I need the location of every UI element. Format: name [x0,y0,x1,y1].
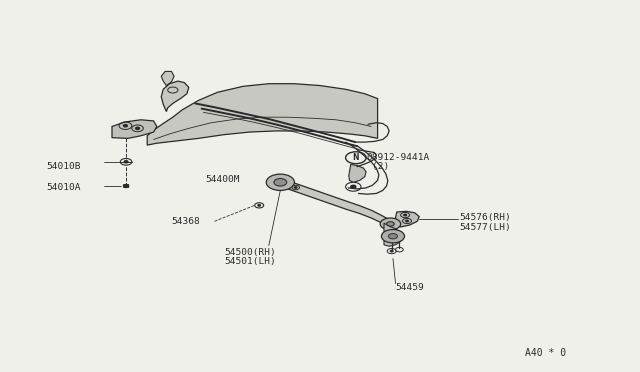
Circle shape [346,152,366,164]
Circle shape [266,174,294,190]
Polygon shape [147,84,378,145]
Circle shape [255,203,264,208]
Polygon shape [112,120,157,138]
Text: A40 * 0: A40 * 0 [525,348,566,357]
Text: 54368: 54368 [172,217,200,226]
Circle shape [258,205,260,206]
Text: 54010A: 54010A [46,183,81,192]
Polygon shape [161,71,174,86]
Text: 54577(LH): 54577(LH) [460,223,511,232]
Circle shape [380,218,401,230]
Polygon shape [161,81,189,112]
Circle shape [294,187,297,188]
Text: 54576(RH): 54576(RH) [460,213,511,222]
Text: N: N [353,153,359,162]
Circle shape [387,222,394,226]
Circle shape [124,125,127,127]
Circle shape [406,220,408,222]
Polygon shape [384,223,402,246]
Text: (2): (2) [372,162,390,171]
Polygon shape [396,211,419,227]
Text: 54010B: 54010B [46,162,81,171]
Text: 54400M: 54400M [205,175,239,184]
Circle shape [136,127,140,129]
Circle shape [351,185,356,188]
Circle shape [274,179,287,186]
Text: 54459: 54459 [396,283,424,292]
Text: 54500(RH): 54500(RH) [224,248,276,257]
Circle shape [381,230,404,243]
Polygon shape [282,179,389,227]
Circle shape [390,250,393,252]
Circle shape [120,158,132,165]
Circle shape [124,161,128,163]
Circle shape [388,234,397,239]
Circle shape [404,214,406,216]
Text: 54501(LH): 54501(LH) [224,257,276,266]
Polygon shape [349,164,366,182]
Text: 08912-9441A: 08912-9441A [366,153,429,162]
Circle shape [124,185,129,187]
